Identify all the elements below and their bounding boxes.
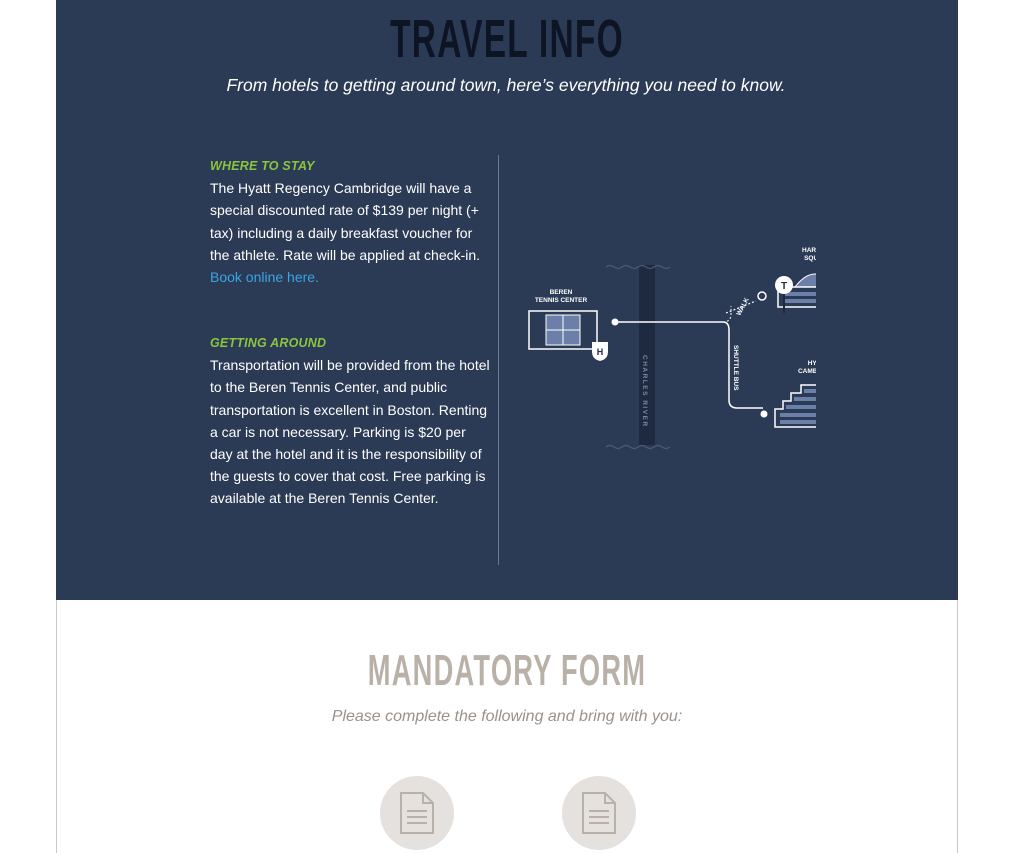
walk-route: WALK bbox=[611, 291, 767, 326]
harvard-square: HARVARD SQUARE T bbox=[775, 247, 816, 313]
travel-info-title: TRAVEL INFO bbox=[390, 9, 624, 69]
walk-label: WALK bbox=[736, 296, 751, 316]
mandatory-form-subtitle: Please complete the following and bring … bbox=[331, 708, 683, 725]
form-download-2[interactable] bbox=[562, 776, 636, 850]
harvard-label-line2: SQUARE bbox=[804, 255, 816, 262]
where-to-stay-text: The Hyatt Regency Cambridge will have a … bbox=[210, 180, 481, 286]
hotel-marker-icon: H bbox=[597, 347, 604, 357]
beren-tennis-center: BEREN TENNIS CENTER H bbox=[528, 289, 608, 361]
book-online-link[interactable]: Book online here. bbox=[210, 269, 319, 286]
getting-around-block: GETTING AROUND Transportation will be pr… bbox=[210, 332, 490, 510]
hyatt-cambridge: HYATT CAMBRIDGE bbox=[774, 360, 816, 428]
travel-info-section: TRAVEL INFO From hotels to getting aroun… bbox=[56, 0, 958, 600]
hyatt-label-line1: HYATT bbox=[808, 360, 816, 367]
document-icon bbox=[582, 792, 616, 834]
document-icon bbox=[400, 792, 434, 834]
travel-map: CHARLES RIVER BEREN TENNIS CENTER H WALK bbox=[528, 247, 816, 450]
getting-around-label: GETTING AROUND bbox=[210, 336, 327, 350]
shuttle-bus-label: SHUTTLE BUS bbox=[732, 345, 739, 391]
transit-marker-icon: T bbox=[781, 281, 787, 292]
getting-around-text: Transportation will be provided from the… bbox=[210, 357, 490, 507]
beren-label-line1: BEREN bbox=[550, 289, 573, 296]
mandatory-form-title: MANDATORY FORM bbox=[367, 646, 647, 695]
harvard-label-line1: HARVARD bbox=[802, 247, 816, 254]
form-download-1[interactable] bbox=[380, 776, 454, 850]
beren-label-line2: TENNIS CENTER bbox=[535, 297, 588, 304]
shuttle-route: SHUTTLE BUS bbox=[722, 321, 768, 418]
column-divider bbox=[498, 155, 499, 565]
charles-river-label: CHARLES RIVER bbox=[641, 355, 648, 428]
where-to-stay-block: WHERE TO STAY The Hyatt Regency Cambridg… bbox=[210, 155, 490, 288]
hyatt-label-line2: CAMBRIDGE bbox=[798, 368, 816, 375]
charles-river: CHARLES RIVER bbox=[605, 264, 671, 450]
where-to-stay-label: WHERE TO STAY bbox=[210, 159, 315, 173]
travel-info-subtitle: From hotels to getting around town, here… bbox=[226, 75, 786, 95]
